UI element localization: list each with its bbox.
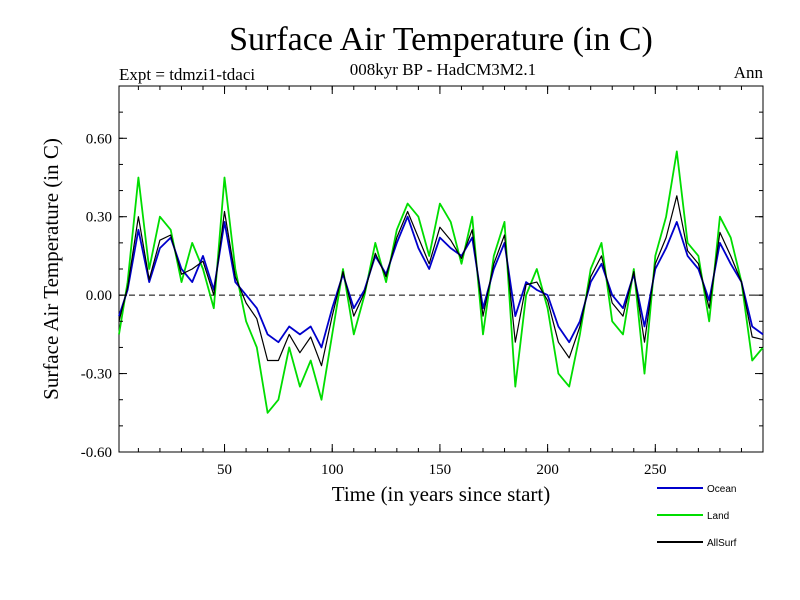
legend-label-allsurf: AllSurf	[707, 538, 737, 549]
legend-label-land: Land	[707, 511, 729, 522]
y-tick-label: 0.00	[86, 288, 112, 304]
plot-frame	[118, 85, 764, 453]
experiment-label: Expt = tdmzi1-tdaci	[119, 65, 255, 84]
x-tick-label: 200	[536, 462, 559, 478]
chart-title: Surface Air Temperature (in C)	[229, 21, 653, 58]
plot-area	[118, 85, 764, 453]
x-axis-label: Time (in years since start)	[332, 482, 551, 506]
y-axis-label: Surface Air Temperature (in C)	[39, 138, 63, 400]
x-axis: 50 100 150 200 250	[137, 86, 742, 478]
y-axis: -0.60 -0.30 0.00 0.30 0.60	[81, 85, 763, 461]
y-tick-label: -0.30	[81, 367, 112, 383]
series-line-allsurf	[118, 195, 764, 367]
x-tick-label: 50	[217, 462, 232, 478]
series-line-ocean	[118, 215, 764, 349]
legend: Ocean Land AllSurf	[657, 484, 737, 549]
series-layer	[118, 150, 764, 414]
chart-subtitle: 008kyr BP - HadCM3M2.1	[350, 60, 536, 79]
legend-label-ocean: Ocean	[707, 484, 736, 495]
series-line-land	[118, 150, 764, 414]
y-tick-label: -0.60	[81, 445, 112, 461]
x-tick-label: 100	[321, 462, 344, 478]
y-tick-label: 0.60	[86, 131, 112, 147]
x-tick-label: 150	[429, 462, 452, 478]
season-label: Ann	[734, 63, 764, 82]
x-tick-label: 250	[644, 462, 667, 478]
y-tick-label: 0.30	[86, 210, 112, 226]
